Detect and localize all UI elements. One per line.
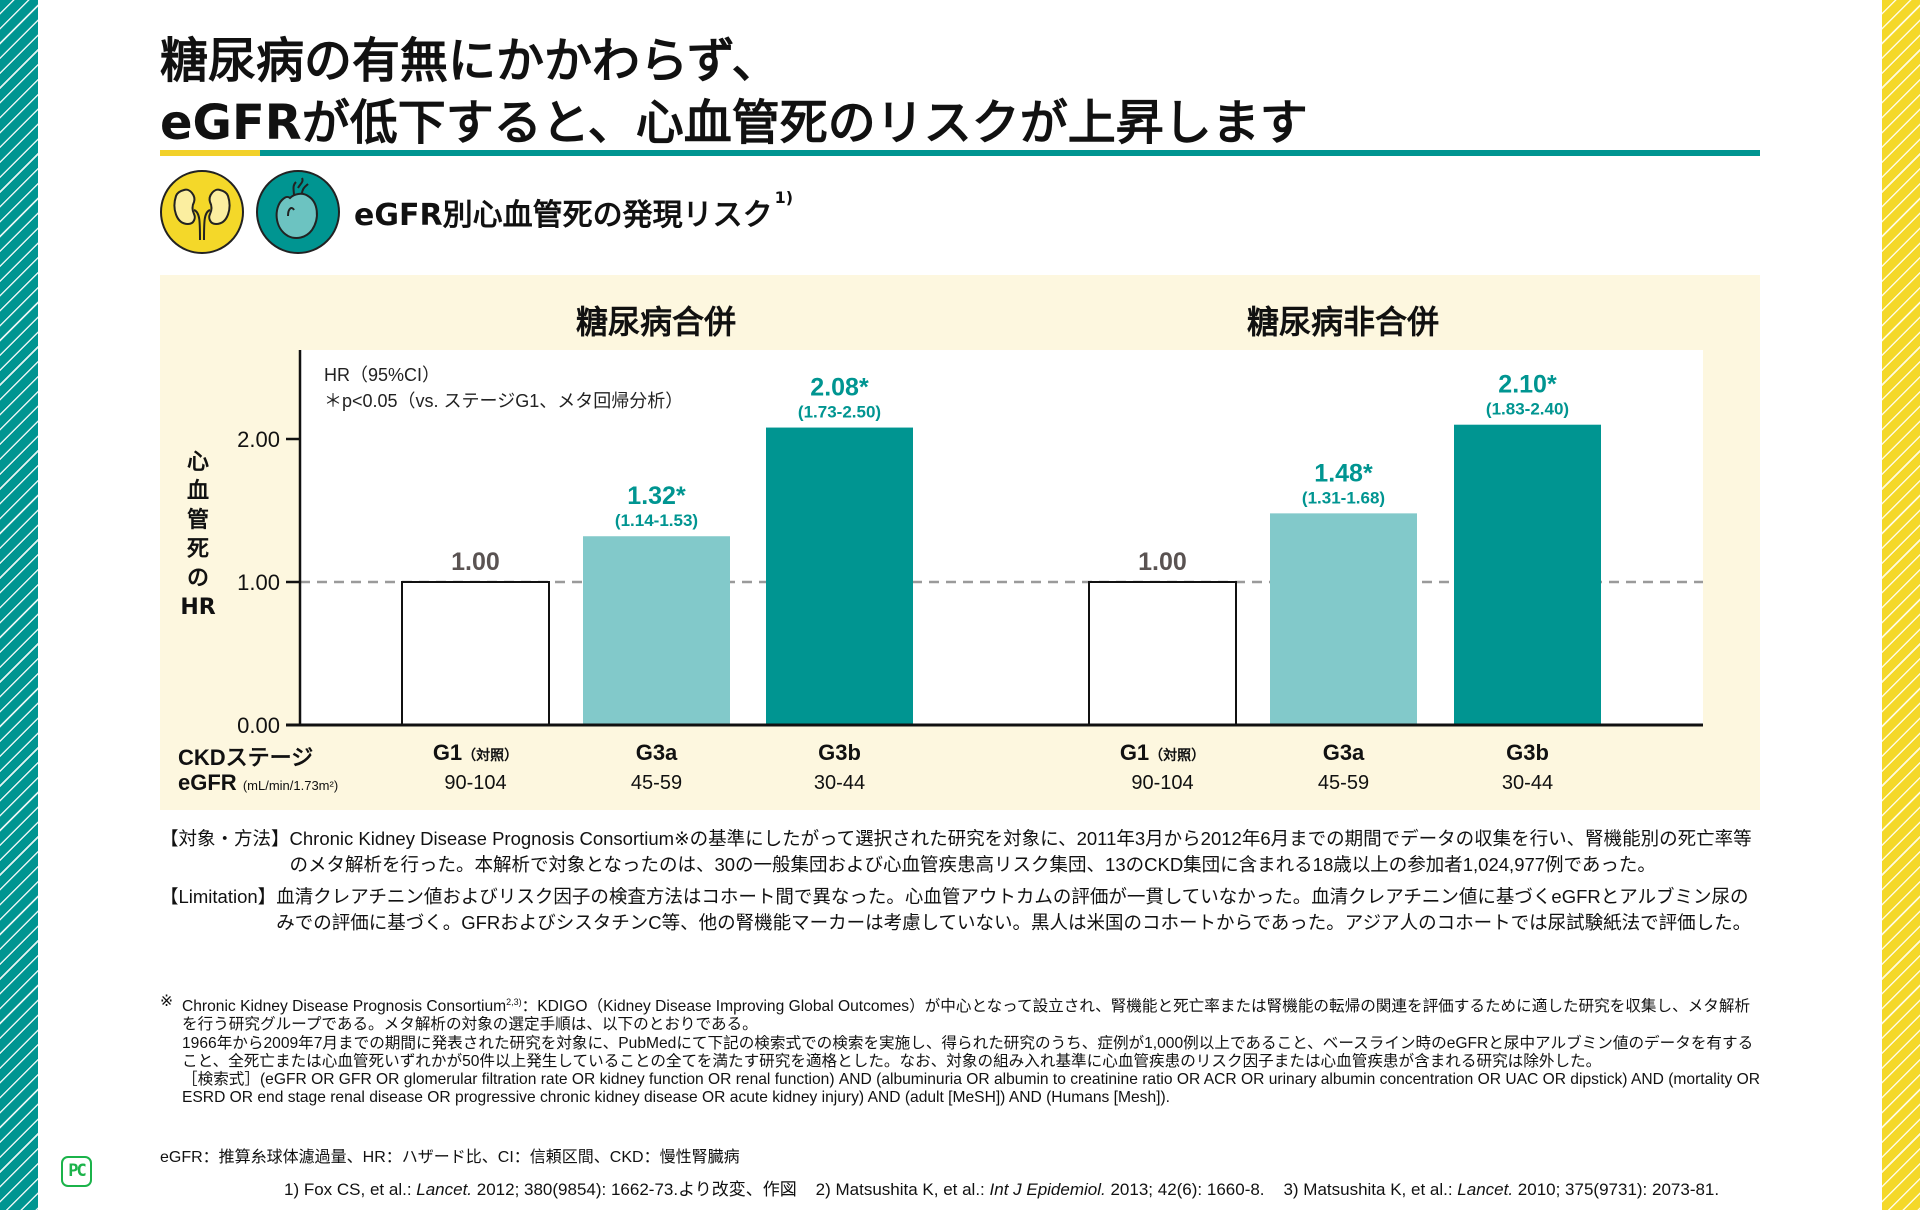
footnote-paragraph-2: 1966年から2009年7月までの期間に発表された研究を対象に、PubMedにて… xyxy=(182,1034,1754,1070)
category-stage-label: G3a xyxy=(567,740,747,766)
page-title-line-2: eGFRが低下すると、心血管死のリスクが上昇します xyxy=(160,95,1308,151)
y-axis-title: 心血管死のHR xyxy=(180,450,216,620)
footnote-paragraph-1: Chronic Kidney Disease Prognosis Consort… xyxy=(182,993,1762,1035)
methods-key: 【対象・方法】 xyxy=(160,828,290,849)
reference-1-journal: Lancet. xyxy=(416,1180,473,1199)
egfr-row-label-unit: (mL/min/1.73m²) xyxy=(242,778,339,793)
reference-3: 3) Matsushita K, et al.: Lancet. 2010; 3… xyxy=(1283,1180,1719,1199)
category-egfr-range: 45-59 xyxy=(1317,772,1370,794)
group-title-no-diabetes: 糖尿病非合併 xyxy=(1246,303,1439,341)
reference-1-authors: 1) Fox CS, et al.: xyxy=(284,1180,417,1199)
stage-name: G3b xyxy=(1506,740,1549,765)
reference-1: 1) Fox CS, et al.: Lancet. 2012; 380(985… xyxy=(284,1180,797,1199)
limitation-text: 血清クレアチニン値およびリスク因子の検査方法はコホート間で異なった。心血管アウト… xyxy=(276,886,1752,933)
reference-3-journal: Lancet. xyxy=(1457,1180,1514,1199)
stage-name: G3a xyxy=(635,740,678,765)
footnote-lead-ref: 2,3) xyxy=(506,997,522,1007)
stage-name: G1 xyxy=(432,740,463,765)
chart-subtitle: eGFR別心血管死の発現リスク1) xyxy=(354,188,794,234)
stage-note: （対照） xyxy=(462,747,519,763)
ckd-stage-row-label: CKDステージ xyxy=(178,745,314,770)
category-stage-label: G3b xyxy=(1438,740,1618,766)
stage-note: （対照） xyxy=(1149,747,1206,763)
methods-text: Chronic Kidney Disease Prognosis Consort… xyxy=(289,828,1752,875)
category-stage-label: G1（対照） xyxy=(386,740,566,766)
footnote-body-1: ：KDIGO（Kidney Disease Improving Global O… xyxy=(182,998,1751,1034)
reference-1-detail: 2012; 380(9854): 1662-73.より改変、作図 xyxy=(472,1180,797,1199)
egfr-row-label: eGFR (mL/min/1.73m²) xyxy=(178,770,338,796)
footnote-mark: ※ xyxy=(160,993,174,1010)
consortium-footnote: ※ Chronic Kidney Disease Prognosis Conso… xyxy=(160,993,1762,1107)
abbreviations: eGFR：推算糸球体濾過量、HR：ハザード比、CI：信頼区間、CKD：慢性腎臓病 xyxy=(160,1149,740,1166)
legend-ci-note: HR（95%CI） xyxy=(324,365,441,385)
methods-note: 【対象・方法】 Chronic Kidney Disease Prognosis… xyxy=(160,826,1762,877)
chart-panel xyxy=(160,275,1760,810)
limitation-note: 【Limitation】 血清クレアチニン値およびリスク因子の検査方法はコホート… xyxy=(160,884,1762,935)
stage-name: G3a xyxy=(1322,740,1365,765)
limitation-key: 【Limitation】 xyxy=(160,886,277,907)
reference-3-detail: 2010; 375(9731): 2073-81. xyxy=(1513,1180,1720,1199)
title-underline-teal xyxy=(260,150,1760,156)
stage-name: G1 xyxy=(1119,740,1150,765)
category-egfr-range: 90-104 xyxy=(1131,772,1194,794)
category-egfr-range: 45-59 xyxy=(630,772,683,794)
left-decorative-stripe xyxy=(0,0,38,1210)
chart-subtitle-text: eGFR別心血管死の発現リスク xyxy=(354,198,773,233)
title-underline-yellow xyxy=(160,150,260,156)
footnote-body: Chronic Kidney Disease Prognosis Consort… xyxy=(182,993,1762,1107)
right-decorative-stripe xyxy=(1882,0,1920,1210)
footnote-paragraph-3: ［検索式］(eGFR OR GFR OR glomerular filtrati… xyxy=(182,1071,1761,1107)
kidney-icon xyxy=(160,170,244,254)
chart-legend-note: HR（95%CI） ＊p<0.05（vs. ステージG1、メタ回帰分析） xyxy=(324,362,683,414)
group-title-diabetes: 糖尿病合併 xyxy=(575,303,736,341)
chart-subtitle-ref: 1) xyxy=(774,188,794,207)
category-egfr-range: 30-44 xyxy=(813,772,866,794)
category-stage-label: G3a xyxy=(1254,740,1434,766)
reference-2-detail: 2013; 42(6): 1660-8. xyxy=(1105,1180,1265,1199)
category-egfr-range: 90-104 xyxy=(444,772,507,794)
references: 1) Fox CS, et al.: Lancet. 2012; 380(985… xyxy=(284,1175,1719,1200)
legend-significance-note: ＊p<0.05（vs. ステージG1、メタ回帰分析） xyxy=(324,391,684,411)
reference-2-journal: Int J Epidemiol. xyxy=(989,1180,1106,1199)
egfr-row-label-text: eGFR xyxy=(178,770,237,795)
page-title: 糖尿病の有無にかかわらず、 eGFRが低下すると、心血管死のリスクが上昇します xyxy=(160,30,1308,154)
pc-logo: PC xyxy=(61,1156,92,1187)
page-title-line-1: 糖尿病の有無にかかわらず、 xyxy=(160,33,780,89)
category-stage-label: G3b xyxy=(750,740,930,766)
reference-2: 2) Matsushita K, et al.: Int J Epidemiol… xyxy=(816,1180,1265,1199)
footnote-lead: Chronic Kidney Disease Prognosis Consort… xyxy=(182,998,507,1016)
study-notes: 【対象・方法】 Chronic Kidney Disease Prognosis… xyxy=(160,826,1762,942)
category-egfr-range: 30-44 xyxy=(1501,772,1554,794)
category-stage-label: G1（対照） xyxy=(1073,740,1253,766)
reference-3-authors: 3) Matsushita K, et al.: xyxy=(1283,1180,1458,1199)
stage-name: G3b xyxy=(818,740,861,765)
heart-icon xyxy=(256,170,340,254)
reference-2-authors: 2) Matsushita K, et al.: xyxy=(815,1180,990,1199)
